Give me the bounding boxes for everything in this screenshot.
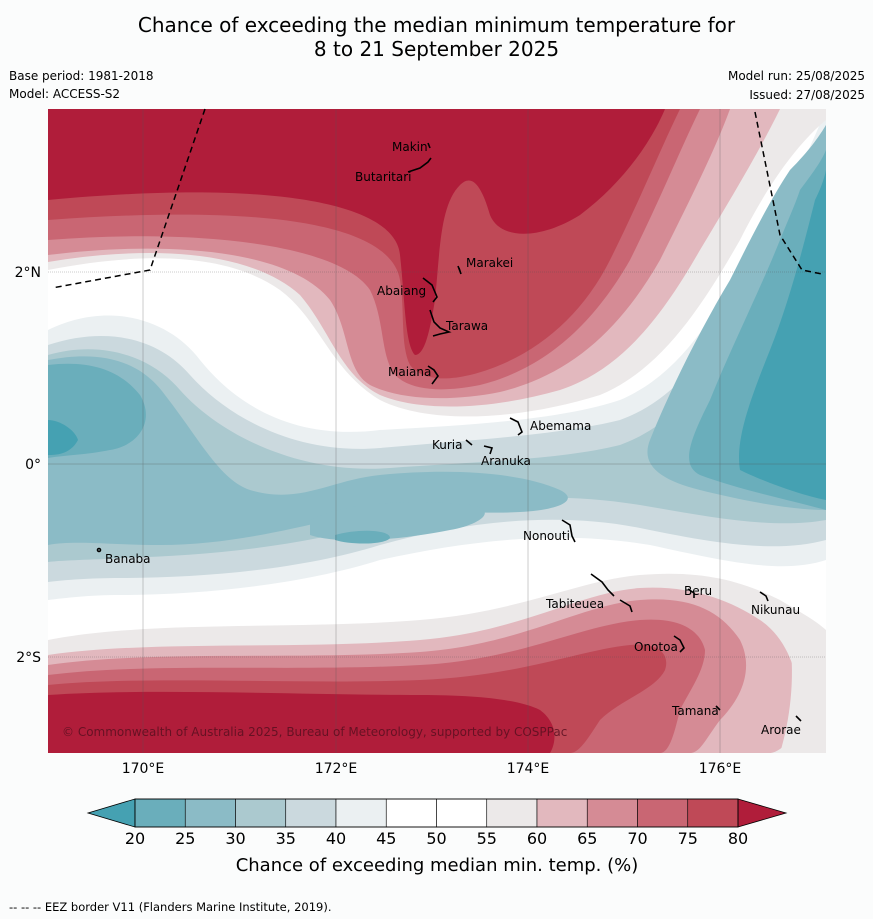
island-label-tarawa: Tarawa (445, 319, 488, 333)
colorbar-cell (536, 798, 588, 828)
island-label-nikunau: Nikunau (751, 603, 800, 617)
island-label-arorae: Arorae (761, 723, 801, 737)
island-label-tabiteuea: Tabiteuea (545, 597, 604, 611)
colorbar-cell (184, 798, 236, 828)
title-line-1: Chance of exceeding the median minimum t… (137, 13, 736, 37)
colorbar-cell (486, 798, 538, 828)
island-label-abemama: Abemama (530, 419, 591, 433)
colorbar-high-extension (737, 798, 788, 828)
colorbar-cell (134, 798, 186, 828)
colorbar-tick-label: 60 (527, 829, 547, 848)
colorbar-tick-label: 30 (225, 829, 245, 848)
base-period: Base period: 1981-2018 (9, 69, 154, 83)
lon-label-172e: 172°E (315, 761, 358, 777)
forecast-map (48, 109, 826, 753)
colorbar-tick-label: 40 (326, 829, 346, 848)
colorbar-cell (637, 798, 689, 828)
eez-border (51, 108, 823, 289)
title-line-2: 8 to 21 September 2025 (313, 37, 560, 61)
colorbar-tick-label: 55 (477, 829, 497, 848)
colorbar-tick-label: 25 (175, 829, 195, 848)
colorbar-tick-label: 65 (577, 829, 597, 848)
eez-footnote: -- -- -- EEZ border V11 (Flanders Marine… (9, 900, 332, 914)
colorbar-tick-label: 70 (627, 829, 647, 848)
colorbar-cell (285, 798, 337, 828)
island-label-banaba: Banaba (105, 552, 151, 566)
island-label-aranuka: Aranuka (481, 454, 531, 468)
colorbar-tick-label: 20 (125, 829, 145, 848)
island-outlines (96, 142, 802, 722)
island-label-tamana: Tamana (671, 704, 719, 718)
copyright-notice: © Commonwealth of Australia 2025, Bureau… (62, 725, 567, 739)
island-label-marakei: Marakei (466, 256, 513, 270)
lon-label-170e: 170°E (122, 761, 165, 777)
model-name: Model: ACCESS-S2 (9, 87, 121, 101)
colorbar-cell (586, 798, 638, 828)
colorbar-title: Chance of exceeding median min. temp. (%… (236, 855, 639, 876)
model-run: Model run: 25/08/2025 (727, 69, 865, 83)
island-label-nonouti: Nonouti (523, 529, 570, 543)
lon-label-174e: 174°E (507, 761, 550, 777)
colorbar-tick-label: 35 (276, 829, 296, 848)
island-label-abaiang: Abaiang (377, 284, 426, 298)
island-label-kuria: Kuria (432, 438, 463, 452)
island-label-onotoa: Onotoa (634, 640, 678, 654)
lat-label-2n: 2°N (15, 265, 41, 281)
island-label-maiana: Maiana (388, 365, 431, 379)
colorbar-tick-label: 45 (376, 829, 396, 848)
map-gridlines (48, 109, 826, 753)
lat-label-2s: 2°S (16, 650, 41, 666)
island-label-makin: Makin (392, 140, 428, 154)
colorbar-tick-label: 50 (426, 829, 446, 848)
colorbar-cell (385, 798, 437, 828)
colorbar: 20 25 30 35 40 45 50 55 60 65 70 75 80 Chance of exc… (86, 798, 788, 876)
island-label-butaritari: Butaritari (355, 170, 412, 184)
colorbar-tick-label: 80 (728, 829, 748, 848)
colorbar-tick-label: 75 (678, 829, 698, 848)
lon-label-176e: 176°E (699, 761, 742, 777)
colorbar-low-extension (86, 798, 136, 828)
island-label-beru: Beru (684, 584, 712, 598)
colorbar-cell (335, 798, 387, 828)
lat-label-0: 0° (25, 457, 41, 473)
issued-date: Issued: 27/08/2025 (749, 88, 865, 102)
colorbar-cell (687, 798, 739, 828)
colorbar-cell (235, 798, 287, 828)
colorbar-cell (436, 798, 488, 828)
